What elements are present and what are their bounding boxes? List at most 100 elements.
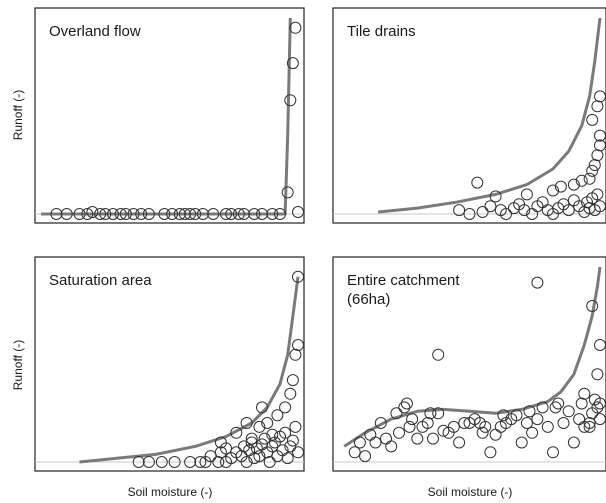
xlabel-right: Soil moisture (-): [428, 485, 513, 499]
data-point: [258, 432, 271, 445]
data-point: [588, 159, 601, 171]
data-point: [196, 208, 209, 220]
data-point: [547, 446, 559, 459]
data-point: [81, 208, 94, 220]
data-point: [189, 208, 202, 220]
panel-3: Saturation area: [34, 256, 305, 472]
data-point: [86, 206, 99, 218]
data-point: [500, 417, 512, 429]
data-point: [510, 409, 523, 422]
data-point: [266, 428, 279, 441]
data-point: [541, 420, 554, 433]
data-point: [286, 57, 299, 70]
data-point: [427, 432, 439, 445]
data-point: [594, 339, 606, 351]
data-point: [432, 407, 445, 420]
data-point: [292, 339, 304, 351]
panel-2: Tile drains: [332, 7, 606, 224]
data-point: [411, 432, 424, 445]
data-point: [583, 172, 596, 185]
data-point: [500, 208, 512, 220]
fit-curve: [377, 17, 602, 214]
fit-curve: [343, 266, 602, 448]
data-point: [220, 208, 232, 220]
data-point: [591, 100, 604, 113]
data-point: [591, 149, 604, 162]
panel-title: Overland flow: [49, 23, 141, 40]
data-point: [476, 206, 489, 218]
data-point: [484, 200, 497, 213]
data-point: [284, 94, 297, 107]
data-point: [207, 208, 220, 220]
data-point: [292, 446, 304, 459]
data-point: [353, 436, 366, 449]
data-point: [591, 368, 604, 381]
data-point: [184, 208, 197, 220]
data-point: [119, 208, 132, 220]
data-point: [166, 208, 179, 220]
panel-title: Tile drains: [347, 23, 416, 40]
data-point: [586, 164, 599, 177]
data-point: [458, 417, 471, 429]
data-point: [132, 456, 145, 468]
data-point: [562, 405, 575, 418]
data-point: [245, 432, 258, 445]
data-point: [220, 442, 232, 455]
data-point: [248, 208, 261, 220]
panel-frame: [34, 7, 305, 224]
data-point: [471, 176, 484, 189]
data-point: [437, 424, 450, 437]
panel-frame: [332, 7, 606, 224]
data-point: [271, 409, 284, 422]
panel-frame: [34, 256, 305, 472]
data-point: [284, 387, 297, 400]
data-point: [274, 208, 286, 220]
data-point: [142, 456, 155, 468]
data-point: [447, 420, 460, 433]
data-point: [184, 456, 197, 468]
left-ylabel-bottom: Runoff (-): [11, 340, 25, 390]
data-point: [204, 450, 217, 463]
data-point: [374, 417, 387, 429]
fit-curve: [79, 276, 300, 464]
data-point: [73, 208, 86, 220]
data-point: [286, 374, 299, 387]
data-point: [575, 174, 588, 187]
fit-curve: [41, 17, 292, 216]
data-point: [557, 417, 570, 429]
data-point: [135, 208, 148, 220]
data-point: [489, 428, 502, 441]
data-point: [453, 436, 466, 449]
data-point: [238, 208, 250, 220]
data-point: [393, 426, 405, 439]
data-point: [292, 270, 304, 283]
data-point: [578, 387, 591, 400]
data-point: [416, 420, 429, 433]
data-point: [583, 417, 596, 429]
data-point: [473, 417, 486, 429]
data-point: [432, 348, 445, 361]
data-point: [554, 180, 567, 193]
data-point: [168, 456, 181, 468]
data-point: [520, 417, 533, 429]
data-point: [266, 440, 279, 453]
panel-title: Entire catchment (66ha): [347, 272, 460, 308]
data-point: [240, 417, 253, 429]
data-point: [463, 208, 476, 220]
data-point: [369, 436, 382, 449]
data-point: [523, 405, 536, 418]
data-point: [562, 204, 575, 217]
data-point: [281, 186, 294, 199]
data-point: [178, 208, 191, 220]
data-point: [263, 456, 276, 468]
panel-frame: [332, 256, 606, 472]
data-point: [515, 436, 528, 449]
data-point: [567, 436, 580, 449]
data-point: [497, 409, 510, 422]
data-point: [50, 208, 63, 220]
data-point: [194, 456, 207, 468]
data-point: [536, 401, 549, 414]
data-point: [591, 401, 604, 414]
data-point: [380, 432, 392, 445]
data-point: [594, 90, 606, 103]
